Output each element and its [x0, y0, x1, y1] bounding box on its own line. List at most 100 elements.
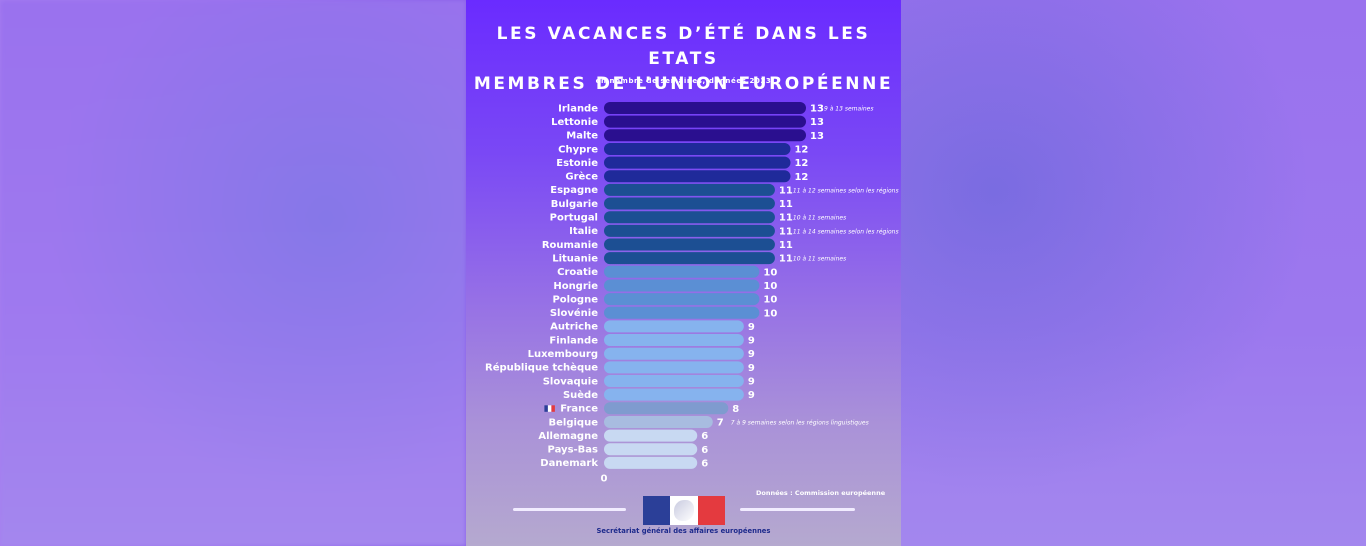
chart-subtitle: en nombre de semaines, données 2023 — [595, 77, 772, 85]
value-label-23: 8 — [732, 404, 739, 415]
bar-15 — [604, 293, 760, 306]
bar-10 — [604, 224, 775, 237]
category-label-12: Lituanie — [552, 253, 598, 264]
category-label-6: Grèce — [565, 171, 598, 183]
bar-27 — [604, 456, 698, 469]
flag-blue — [544, 405, 548, 412]
value-label-1: 13 — [810, 104, 824, 115]
blurred-background-left — [0, 0, 466, 546]
bar-13 — [604, 265, 760, 278]
note-1: 9 à 13 semaines — [824, 106, 873, 113]
category-label-26: Pays-Bas — [548, 445, 598, 456]
bar-7 — [604, 183, 775, 196]
note-12: 10 à 11 semaines — [793, 256, 846, 263]
category-label-19: Luxembourg — [528, 349, 598, 360]
category-label-7: Espagne — [550, 185, 598, 196]
value-label-25: 6 — [701, 431, 708, 442]
note-24: 7 à 9 semaines selon les régions linguis… — [731, 419, 869, 426]
value-label-3: 13 — [810, 131, 824, 142]
category-label-5: Estonie — [556, 158, 598, 169]
bar-11 — [604, 238, 775, 251]
category-label-18: Finlande — [549, 335, 598, 346]
bar-2 — [604, 115, 806, 128]
chart-title-line-1: LES VACANCES D’ÉTÉ DANS LES ETATS — [496, 24, 871, 69]
flag-red — [551, 405, 555, 412]
bar-3 — [604, 129, 806, 142]
category-label-15: Pologne — [552, 294, 598, 305]
marianne-logo — [643, 496, 725, 525]
value-label-14: 10 — [763, 281, 777, 292]
bar-8 — [604, 197, 775, 210]
note-9: 10 à 11 semaines — [793, 215, 846, 222]
blurred-background-right — [901, 0, 1366, 546]
category-label-14: Hongrie — [553, 281, 598, 292]
category-label-22: Suède — [563, 389, 598, 401]
bar-17 — [604, 320, 744, 333]
note-7: 11 à 12 semaines selon les régions — [793, 187, 899, 194]
bar-22 — [604, 388, 744, 401]
bar-4 — [604, 142, 791, 155]
value-label-13: 10 — [763, 267, 777, 278]
divider-left — [513, 508, 626, 511]
bar-25 — [604, 429, 698, 442]
category-label-10: Italie — [569, 226, 598, 237]
category-label-21: Slovaquie — [543, 376, 598, 387]
bar-1 — [604, 102, 806, 114]
chart-title: LES VACANCES D’ÉTÉ DANS LES ETATS MEMBRE… — [466, 22, 901, 97]
category-label-11: Roumanie — [542, 240, 598, 251]
category-label-13: Croatie — [557, 267, 598, 278]
bar-9 — [604, 211, 775, 224]
category-label-2: Lettonie — [551, 117, 598, 128]
infographic-poster: LES VACANCES D’ÉTÉ DANS LES ETATS MEMBRE… — [466, 0, 901, 546]
category-label-16: Slovénie — [550, 307, 598, 319]
category-label-4: Chypre — [558, 144, 598, 155]
value-label-11: 11 — [779, 240, 793, 251]
value-label-18: 9 — [748, 336, 755, 347]
bar-23 — [604, 402, 729, 415]
value-label-2: 13 — [810, 117, 824, 128]
chart-title-line-2: MEMBRES DE L’UNION EUROPÉENNE — [473, 74, 894, 94]
bar-24 — [604, 415, 713, 428]
bar-5 — [604, 156, 791, 169]
value-label-26: 6 — [701, 445, 708, 456]
value-label-22: 9 — [748, 390, 755, 401]
category-label-20: République tchèque — [485, 362, 598, 374]
axis-zero-label: 0 — [601, 474, 608, 485]
category-label-17: Autriche — [550, 322, 598, 333]
bar-16 — [604, 306, 760, 319]
value-label-24: 7 — [717, 417, 724, 428]
bar-20 — [604, 361, 744, 374]
value-label-20: 9 — [748, 363, 755, 374]
value-label-8: 11 — [779, 199, 793, 210]
value-label-21: 9 — [748, 377, 755, 388]
category-label-1: Irlande — [558, 103, 598, 114]
value-label-17: 9 — [748, 322, 755, 333]
bar-26 — [604, 443, 698, 456]
bar-12 — [604, 252, 775, 265]
value-label-9: 11 — [779, 213, 793, 224]
value-label-7: 11 — [779, 185, 793, 196]
value-label-4: 12 — [794, 144, 808, 155]
category-label-9: Portugal — [550, 213, 598, 224]
organization-name: Secrétariat général des affaires europée… — [596, 527, 771, 535]
category-label-23: France — [560, 404, 598, 415]
value-label-10: 11 — [779, 226, 793, 237]
divider-right — [740, 508, 855, 511]
category-label-24: Belgique — [549, 417, 599, 428]
bar-6 — [604, 170, 791, 183]
value-label-19: 9 — [748, 349, 755, 360]
note-10: 11 à 14 semaines selon les régions — [793, 228, 899, 235]
category-label-3: Malte — [566, 131, 598, 142]
bar-21 — [604, 375, 744, 387]
category-label-25: Allemagne — [538, 431, 598, 442]
value-label-5: 12 — [794, 158, 808, 169]
category-label-8: Bulgarie — [551, 199, 598, 210]
value-label-6: 12 — [794, 172, 808, 183]
flag-white — [547, 405, 552, 412]
bar-14 — [604, 279, 760, 292]
value-label-15: 10 — [763, 295, 777, 306]
value-label-27: 6 — [701, 458, 708, 469]
bar-19 — [604, 347, 744, 360]
category-label-27: Danemark — [540, 458, 598, 469]
